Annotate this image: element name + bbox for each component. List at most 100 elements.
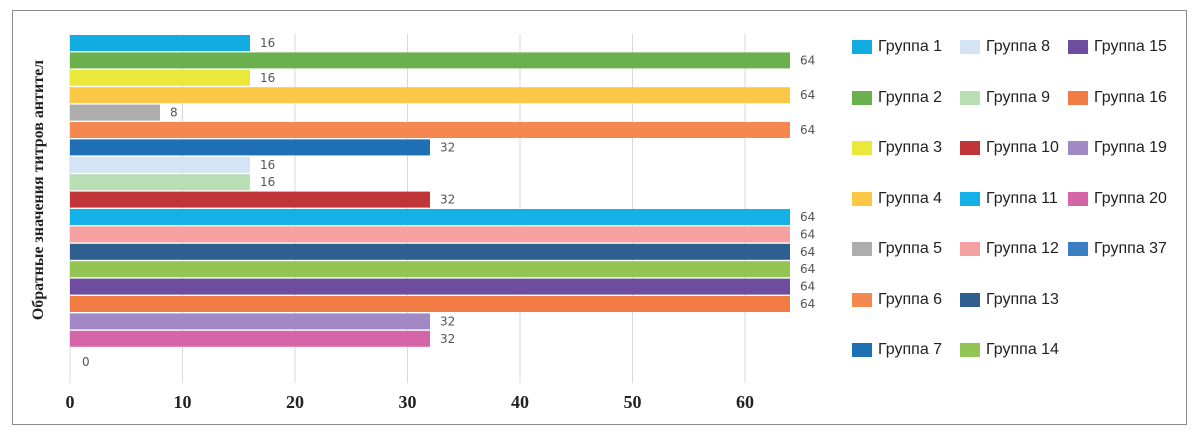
grid-lines — [69, 34, 746, 383]
bar — [70, 261, 790, 278]
bar — [70, 122, 790, 138]
bar-value-label: 16 — [260, 71, 275, 85]
legend-item: Группа 3 — [852, 139, 960, 190]
legend-label: Группа 20 — [1094, 189, 1167, 207]
legend-swatch — [960, 292, 980, 307]
bar — [70, 174, 250, 191]
legend-empty-cell — [1068, 291, 1168, 342]
bar — [70, 69, 250, 86]
legend-item: Группа 8 — [960, 38, 1068, 89]
y-axis-label: Обратные значения титров антител — [30, 60, 47, 320]
legend-label: Группа 9 — [986, 88, 1051, 106]
bar — [70, 243, 790, 260]
bar-value-label: 64 — [800, 245, 815, 259]
bar — [70, 209, 790, 225]
bar-value-label: 16 — [260, 36, 275, 50]
legend-item: Группа 11 — [960, 190, 1068, 241]
x-tick-label: 30 — [399, 392, 417, 412]
legend-item: Группа 1 — [852, 38, 960, 89]
bar — [70, 313, 430, 330]
bar-value-label: 64 — [800, 53, 815, 67]
bar-value-label: 64 — [800, 262, 815, 276]
bar — [70, 278, 790, 295]
bar-value-label: 8 — [170, 106, 178, 120]
bar-value-label: 32 — [440, 314, 455, 328]
legend-swatch — [960, 141, 980, 155]
legend-label: Группа 1 — [878, 38, 943, 55]
legend-item: Группа 20 — [1068, 190, 1168, 241]
bar — [70, 52, 790, 69]
legend-label: Группа 5 — [878, 240, 943, 257]
x-tick-label: 0 — [66, 392, 75, 412]
legend-label: Группа 7 — [878, 341, 943, 358]
legend-item: Группа 16 — [1068, 89, 1168, 140]
legend-label: Группа 11 — [986, 189, 1058, 207]
x-tick-label: 20 — [286, 392, 304, 412]
legend-item: Группа 37 — [1068, 240, 1168, 291]
bar-value-label: 32 — [440, 140, 455, 154]
legend-label: Группа 15 — [1094, 38, 1167, 55]
legend-swatch — [852, 292, 872, 307]
bars — [70, 35, 790, 347]
bar-value-label: 64 — [800, 297, 815, 311]
legend-swatch — [960, 343, 980, 357]
legend-item: Группа 19 — [1068, 139, 1168, 190]
legend-label: Группа 16 — [1094, 88, 1167, 106]
legend-swatch — [960, 90, 980, 105]
bar — [70, 104, 160, 121]
legend-swatch — [960, 242, 980, 256]
legend-item: Группа 7 — [852, 341, 960, 392]
legend-item: Группа 9 — [960, 89, 1068, 140]
bar — [70, 35, 250, 51]
legend-label: Группа 2 — [878, 88, 943, 106]
legend-swatch — [852, 90, 872, 105]
legend-swatch — [960, 40, 980, 54]
bar-value-label: 64 — [800, 210, 815, 224]
legend-item: Группа 10 — [960, 139, 1068, 190]
legend-swatch — [852, 242, 872, 256]
x-tick-label: 40 — [511, 392, 529, 412]
legend-swatch — [1068, 242, 1088, 256]
legend-swatch — [1068, 141, 1088, 155]
bar-value-label: 0 — [82, 355, 90, 369]
legend-swatch — [960, 191, 980, 206]
bar-value-label: 64 — [800, 227, 815, 241]
legend-swatch — [1068, 191, 1088, 206]
bar — [70, 330, 430, 347]
legend-empty-cell — [1068, 341, 1168, 392]
bar — [70, 87, 790, 104]
legend-swatch — [852, 343, 872, 357]
legend-item: Группа 4 — [852, 190, 960, 241]
legend-label: Группа 3 — [878, 139, 943, 156]
legend-item: Группа 5 — [852, 240, 960, 291]
bar-value-label: 32 — [440, 193, 455, 207]
legend-label: Группа 37 — [1094, 240, 1167, 257]
legend-swatch — [1068, 90, 1088, 105]
legend-item: Группа 13 — [960, 291, 1068, 342]
bar — [70, 191, 430, 208]
legend: Группа 1 Группа 8 Группа 15 Группа 2 Группа … — [852, 38, 1168, 392]
bar-value-label: 64 — [800, 280, 815, 294]
legend-label: Группа 12 — [986, 240, 1059, 257]
bar-value-label: 16 — [260, 175, 275, 189]
legend-item: Группа 15 — [1068, 38, 1168, 89]
legend-item: Группа 12 — [960, 240, 1068, 291]
bar-value-label: 64 — [800, 88, 815, 102]
legend-label: Группа 14 — [986, 341, 1059, 358]
bar — [70, 156, 250, 173]
x-axis-ticks: 0 10 20 30 40 50 60 — [66, 392, 755, 412]
legend-label: Группа 10 — [986, 139, 1059, 156]
legend-item: Группа 6 — [852, 291, 960, 342]
legend-swatch — [1068, 40, 1088, 54]
legend-item: Группа 2 — [852, 89, 960, 140]
bar-value-label: 16 — [260, 158, 275, 172]
legend-label: Группа 19 — [1094, 139, 1167, 156]
legend-label: Группа 13 — [986, 290, 1059, 308]
bar — [70, 139, 430, 156]
legend-swatch — [852, 191, 872, 206]
bar-value-labels: 16 64 16 64 8 64 32 16 16 32 64 64 64 64 64 64 32 32 0 — [82, 36, 815, 369]
bar — [70, 226, 790, 243]
legend-item: Группа 14 — [960, 341, 1068, 392]
legend-label: Группа 8 — [986, 38, 1051, 55]
